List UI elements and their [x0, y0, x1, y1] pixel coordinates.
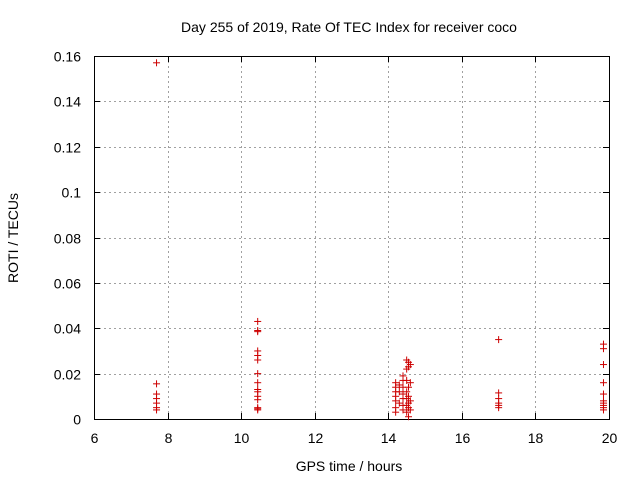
data-point — [254, 370, 262, 378]
data-point — [599, 406, 607, 414]
x-tick-label: 16 — [455, 430, 471, 446]
y-tick-label: 0.06 — [54, 276, 81, 292]
data-point — [599, 345, 607, 353]
data-point — [153, 406, 161, 414]
chart-title: Day 255 of 2019, Rate Of TEC Index for r… — [181, 19, 517, 35]
data-point — [599, 361, 607, 369]
y-tick-label: 0.08 — [54, 231, 81, 247]
data-point — [395, 381, 403, 389]
data-point — [392, 408, 400, 416]
data-point — [395, 399, 403, 407]
data-point — [392, 397, 400, 405]
y-tick-label: 0.04 — [54, 321, 81, 337]
y-tick-label: 0.1 — [62, 185, 82, 201]
data-point — [406, 379, 414, 387]
data-point — [405, 413, 413, 421]
y-axis-label: ROTI / TECUs — [5, 193, 21, 283]
data-point — [254, 406, 262, 414]
grid — [94, 56, 609, 419]
data-point — [405, 383, 413, 391]
data-point — [403, 388, 411, 396]
y-tick-label: 0.02 — [54, 367, 81, 383]
x-axis-label: GPS time / hours — [296, 458, 403, 474]
data-point — [254, 396, 262, 404]
x-tick-label: 10 — [234, 430, 250, 446]
data-point — [599, 379, 607, 387]
data-point — [403, 408, 411, 416]
axis-ticks: 6 8 10 12 14 16 18 20 0 0.02 0.04 0.06 0.08 0.1 0.12 0.… — [54, 49, 618, 447]
x-tick-label: 8 — [165, 430, 173, 446]
plot-frame — [94, 56, 610, 420]
data-point — [406, 361, 414, 369]
y-tick-label: 0.12 — [54, 140, 81, 156]
data-point — [495, 336, 503, 344]
data-point — [403, 376, 411, 384]
data-point — [254, 379, 262, 387]
data-points — [153, 59, 607, 421]
data-point — [254, 317, 262, 325]
y-tick-label: 0.14 — [54, 94, 81, 110]
data-point — [406, 406, 414, 414]
y-tick-label: 0.16 — [54, 49, 81, 65]
data-point — [399, 406, 407, 414]
y-tick-label: 0 — [73, 412, 81, 428]
x-tick-label: 20 — [602, 430, 618, 446]
data-point — [254, 356, 262, 364]
x-tick-label: 14 — [381, 430, 397, 446]
data-point — [406, 397, 414, 405]
x-tick-label: 6 — [91, 430, 99, 446]
data-point — [153, 380, 161, 388]
x-tick-label: 18 — [528, 430, 544, 446]
data-point — [599, 390, 607, 398]
data-point — [254, 328, 262, 336]
data-point — [153, 59, 161, 67]
x-tick-label: 12 — [308, 430, 324, 446]
data-point — [495, 404, 503, 412]
data-point — [405, 392, 413, 400]
data-point — [395, 388, 403, 396]
